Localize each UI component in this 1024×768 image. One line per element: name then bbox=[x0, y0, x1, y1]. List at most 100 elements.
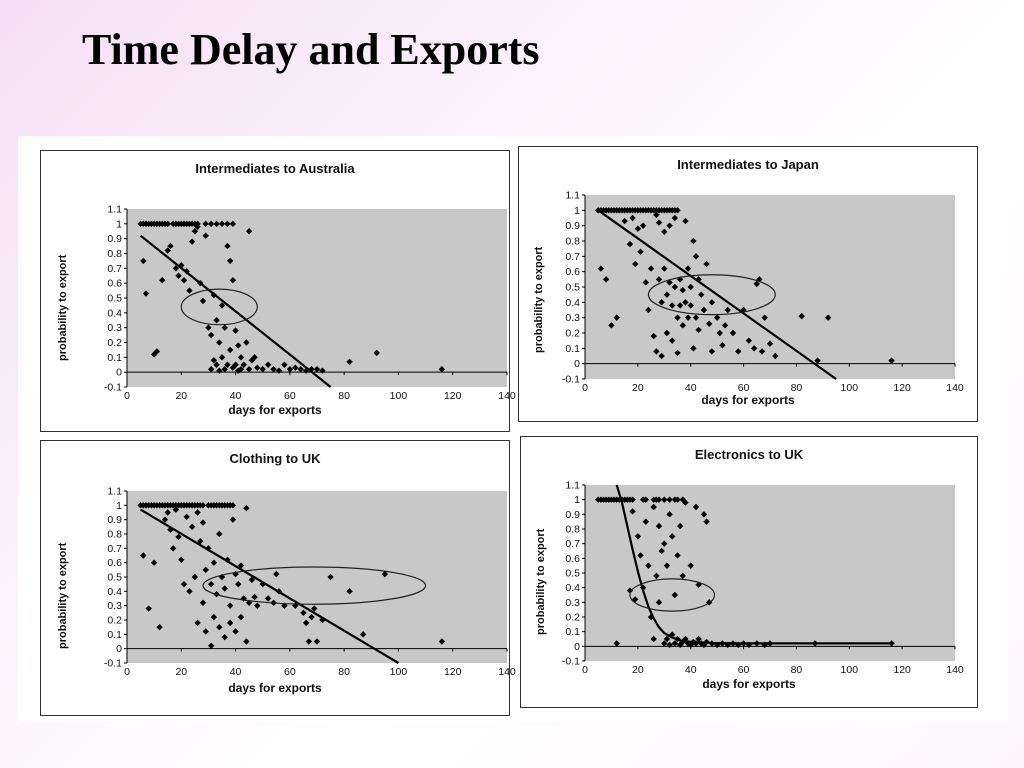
data-point bbox=[695, 326, 702, 334]
y-tick-label: 1 bbox=[574, 205, 580, 217]
y-tick-label: 0.6 bbox=[107, 557, 122, 569]
data-point bbox=[658, 299, 665, 306]
data-point bbox=[264, 595, 272, 602]
data-point bbox=[671, 591, 679, 599]
data-point bbox=[319, 616, 326, 624]
data-point bbox=[175, 533, 182, 541]
data-point bbox=[674, 314, 681, 321]
data-point bbox=[140, 552, 147, 559]
chart-panel-clothing-uk: Clothing to UK -0.1 0 0.1 0.2 0.3 0.4 0.5 0.6 0.… bbox=[40, 440, 516, 716]
x-axis-label: days for exports bbox=[228, 403, 322, 417]
plot-area bbox=[127, 209, 507, 387]
y-tick-label: 0.2 bbox=[565, 612, 580, 624]
data-point bbox=[647, 613, 655, 621]
data-point bbox=[653, 211, 660, 219]
data-point bbox=[216, 339, 223, 346]
data-point bbox=[708, 299, 716, 306]
chart-title: Intermediates to Australia bbox=[195, 161, 355, 176]
data-point bbox=[682, 635, 689, 643]
data-point bbox=[243, 638, 250, 645]
data-point bbox=[175, 272, 182, 279]
x-tick-label: 60 bbox=[284, 390, 296, 402]
scatter-plot: -0.100.10.20.30.40.50.60.70.80.911.10 20 4… bbox=[104, 486, 516, 679]
data-point bbox=[700, 306, 708, 314]
y-tick-label: 1 bbox=[116, 218, 122, 230]
data-point bbox=[297, 366, 304, 373]
data-point bbox=[191, 573, 199, 581]
y-tick-label: 0.6 bbox=[565, 266, 580, 278]
data-point bbox=[243, 505, 250, 512]
data-point bbox=[254, 364, 261, 371]
data-point bbox=[218, 220, 226, 228]
data-point bbox=[207, 331, 215, 339]
data-point bbox=[226, 346, 234, 354]
y-tick-label: 0 bbox=[574, 641, 580, 653]
y-tick-label: 0.2 bbox=[107, 615, 122, 627]
data-point bbox=[692, 314, 700, 321]
highlight-ellipse bbox=[629, 578, 716, 612]
trend-line bbox=[139, 234, 332, 388]
data-point bbox=[243, 339, 250, 346]
slide-title: Time Delay and Exports bbox=[82, 25, 540, 74]
y-tick-label: 0.1 bbox=[107, 352, 122, 364]
data-point bbox=[199, 297, 207, 305]
data-point bbox=[286, 366, 294, 373]
data-point bbox=[164, 220, 171, 228]
x-tick-label: 140 bbox=[946, 664, 964, 676]
y-tick-label: -0.1 bbox=[104, 382, 122, 394]
data-point bbox=[650, 635, 657, 643]
y-tick-label: 0.1 bbox=[107, 629, 122, 641]
data-point bbox=[153, 348, 161, 355]
y-tick-label: 0.7 bbox=[107, 263, 122, 275]
data-point bbox=[221, 585, 228, 592]
y-tick-label: 1.1 bbox=[565, 480, 580, 492]
data-point bbox=[221, 324, 228, 331]
data-point bbox=[229, 502, 237, 509]
x-tick-label: 100 bbox=[841, 382, 859, 394]
y-axis-label: probability to export bbox=[533, 246, 545, 353]
chart-title: Electronics to UK bbox=[694, 447, 804, 462]
data-point bbox=[270, 366, 277, 373]
y-tick-label: 0.8 bbox=[565, 524, 580, 536]
data-point bbox=[142, 290, 150, 297]
y-axis-label: probability to export bbox=[57, 542, 69, 649]
scatter-plot: -0.100.10.20.30.40.50.60.70.80.911.10 20 4… bbox=[562, 480, 964, 677]
data-point bbox=[240, 361, 247, 368]
data-point bbox=[766, 640, 774, 647]
y-tick-label: 0 bbox=[116, 643, 122, 655]
x-tick-label: 0 bbox=[124, 666, 130, 678]
y-tick-label: 0.5 bbox=[565, 282, 580, 294]
data-point bbox=[164, 509, 171, 516]
data-point bbox=[632, 260, 639, 268]
y-tick-label: 0.5 bbox=[107, 293, 122, 305]
y-tick-label: -0.1 bbox=[562, 374, 580, 386]
x-tick-label: 80 bbox=[791, 382, 803, 394]
trend-line bbox=[140, 508, 399, 664]
data-point bbox=[327, 573, 334, 581]
data-point bbox=[167, 242, 174, 250]
y-tick-label: 0.7 bbox=[565, 251, 580, 263]
data-point bbox=[655, 219, 663, 226]
data-point bbox=[663, 329, 671, 337]
x-tick-label: 80 bbox=[338, 390, 350, 402]
data-point bbox=[216, 367, 223, 374]
data-point bbox=[229, 277, 237, 284]
data-point bbox=[729, 640, 737, 647]
x-tick-label: 120 bbox=[444, 666, 462, 678]
data-point bbox=[629, 214, 636, 222]
highlight-ellipse bbox=[202, 566, 427, 605]
x-axis-label: days for exports bbox=[701, 393, 795, 407]
data-point bbox=[319, 367, 326, 374]
data-point bbox=[224, 242, 231, 250]
data-point bbox=[438, 366, 446, 373]
trend-line bbox=[597, 209, 837, 380]
data-point bbox=[888, 357, 895, 364]
data-point bbox=[655, 276, 663, 283]
y-tick-label: 1.1 bbox=[107, 486, 122, 498]
y-tick-label: 0.5 bbox=[107, 572, 122, 584]
data-point bbox=[245, 228, 253, 235]
data-point bbox=[237, 354, 245, 361]
data-point bbox=[273, 570, 280, 578]
y-tick-label: 0.7 bbox=[107, 543, 122, 555]
y-tick-label: 0.8 bbox=[565, 236, 580, 248]
